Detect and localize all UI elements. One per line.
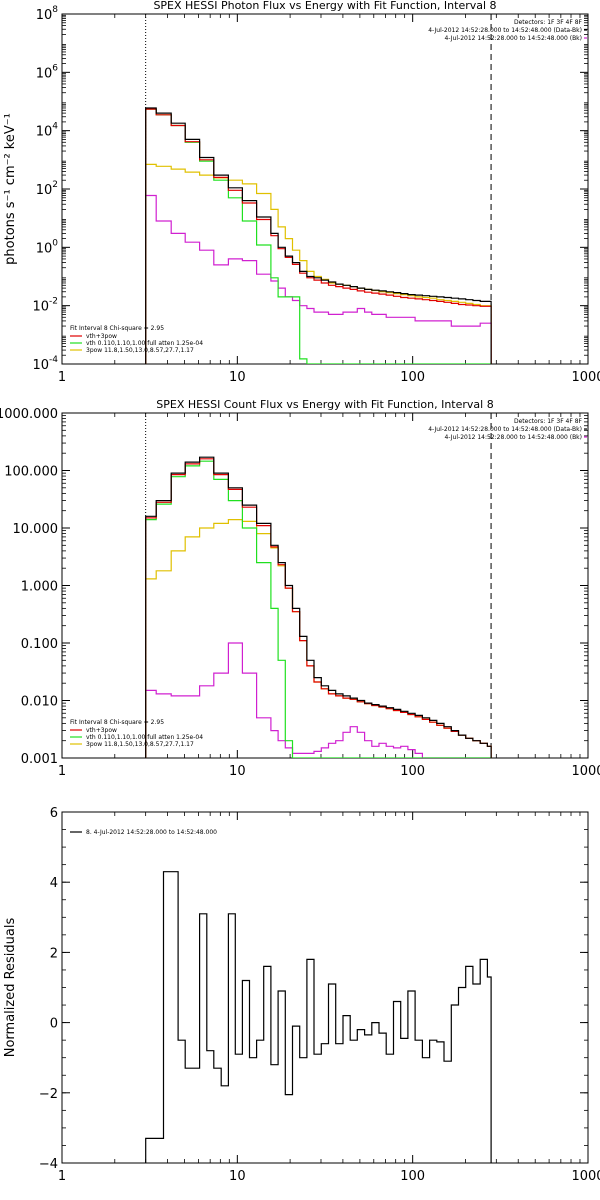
series-line-3pow <box>145 163 492 364</box>
y-tick-label: 100.000 <box>4 465 58 480</box>
legend-entry: 8. 4-Jul-2012 14:52:28.000 to 14:52:48.0… <box>86 829 217 836</box>
y-tick-label: 10-2 <box>32 297 58 315</box>
legend-entry: vth 0.110,1.10,1.00 full atten 1.25e-04 <box>86 734 203 741</box>
y-tick-label-exponent: 0 <box>52 238 58 248</box>
y-tick-label: 4 <box>50 876 58 891</box>
y-tick-label: −2 <box>39 1087 58 1102</box>
y-tick-label: 10.000 <box>13 522 59 537</box>
chart-title: SPEX HESSI Photon Flux vs Energy with Fi… <box>153 0 496 12</box>
x-tick-label: 1000 <box>571 370 600 385</box>
legend-entry: 3pow 11.8,1.50,13.0,8.57,27.7,1.17 <box>86 347 194 354</box>
series-line-vth-3pow <box>145 108 492 364</box>
info-line: 4-Jul-2012 14:52:28.000 to 14:52:48.000 … <box>428 27 582 34</box>
y-tick-label: 0 <box>50 1017 58 1032</box>
y-tick-label-base: 10 <box>32 358 49 373</box>
y-tick-label: 100 <box>36 238 59 256</box>
legend-entry: vth+3pow <box>86 727 117 734</box>
legend-entry: vth 0.110,1.10,1.00 full atten 1.25e-04 <box>86 340 203 347</box>
count-flux-panel: SPEX HESSI Count Flux vs Energy with Fit… <box>0 398 600 779</box>
y-tick-label: 106 <box>36 63 59 81</box>
x-tick-label: 10 <box>229 1169 246 1184</box>
x-tick-label: 10 <box>229 370 246 385</box>
series-line-data-bk <box>145 456 492 758</box>
series-line-3pow <box>145 519 492 758</box>
photon-flux-panel: SPEX HESSI Photon Flux vs Energy with Fi… <box>3 0 600 385</box>
x-tick-label: 1 <box>58 370 66 385</box>
series-line-data-bk <box>145 107 492 364</box>
info-line: Detectors: 1F 3F 4F 8F <box>514 19 583 26</box>
y-tick-label-base: 10 <box>36 8 53 23</box>
plot-frame <box>61 412 589 759</box>
y-tick-label-exponent: 8 <box>52 5 58 15</box>
series-line-vth <box>145 108 492 364</box>
y-tick-label: 6 <box>50 806 58 821</box>
y-tick-label-exponent: 6 <box>52 63 58 73</box>
y-tick-label-exponent: 2 <box>52 180 58 190</box>
series-line-vth-3pow <box>145 458 492 758</box>
y-tick-label: 0.100 <box>21 637 58 652</box>
legend-entry: vth+3pow <box>86 333 117 340</box>
y-tick-label: 1000.000 <box>0 407 58 422</box>
y-axis-label: Normalized Residuals <box>3 918 18 1058</box>
info-line: 4-Jul-2012 14:52:28.000 to 14:52:48.000 … <box>428 426 582 433</box>
series-line-bk <box>145 642 492 758</box>
y-tick-label-base: 10 <box>32 300 49 315</box>
fit-label: Fit Interval 8 Chi-square = 2.95 <box>70 719 164 726</box>
series-line-bk <box>145 194 492 364</box>
legend-entry: 3pow 11.8,1.50,13.0,8.57,27.7,1.17 <box>86 741 194 748</box>
y-tick-label-base: 10 <box>36 241 53 256</box>
series-line-residuals <box>145 871 492 1163</box>
plot-frame <box>61 811 589 1164</box>
y-tick-label: 108 <box>36 5 59 23</box>
x-tick-label: 100 <box>400 1169 425 1184</box>
x-tick-label: 1000 <box>571 1169 600 1184</box>
y-tick-label-exponent: 4 <box>52 122 58 132</box>
info-line: Detectors: 1F 3F 4F 8F <box>514 418 583 425</box>
y-tick-label: 102 <box>36 180 58 198</box>
y-axis-label: photons s⁻¹ cm⁻² keV⁻¹ <box>3 113 18 265</box>
info-line: 4-Jul-2012 14:52:28.000 to 14:52:48.000 … <box>444 434 582 441</box>
x-tick-label: 10 <box>229 764 246 779</box>
y-tick-label: 0.010 <box>21 695 58 710</box>
y-tick-label: 1.000 <box>21 580 58 595</box>
x-tick-label: 1 <box>58 764 66 779</box>
fit-label: Fit Interval 8 Chi-square = 2.95 <box>70 325 164 332</box>
y-tick-label: 0.001 <box>21 752 58 767</box>
y-tick-label-base: 10 <box>36 66 53 81</box>
y-tick-label: −4 <box>39 1157 58 1172</box>
y-tick-label-base: 10 <box>36 183 53 198</box>
y-tick-label-exponent: -4 <box>49 355 58 365</box>
x-tick-label: 1000 <box>571 764 600 779</box>
x-tick-label: 100 <box>400 764 425 779</box>
residuals-panel: 1 10 100 1000 −4 −2 0 2 4 6 Normalized Residuals 8.… <box>3 806 600 1184</box>
y-tick-label-exponent: -2 <box>49 297 58 307</box>
chart-title: SPEX HESSI Count Flux vs Energy with Fit… <box>156 398 493 411</box>
series-line-vth <box>145 460 492 758</box>
y-tick-label-base: 10 <box>36 125 53 140</box>
x-tick-label: 1 <box>58 1169 66 1184</box>
y-tick-label: 104 <box>36 122 59 140</box>
y-tick-label: 10-4 <box>32 355 58 373</box>
x-tick-label: 100 <box>400 370 425 385</box>
y-tick-label: 2 <box>50 946 58 961</box>
info-line: 4-Jul-2012 14:52:28.000 to 14:52:48.000 … <box>444 35 582 42</box>
